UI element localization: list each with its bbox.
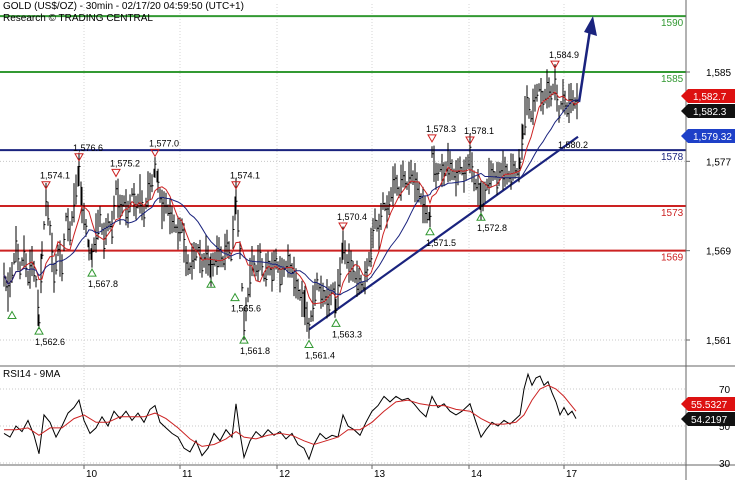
price-tick-label: 1,577 [706, 157, 731, 168]
swing-low-label: 1,563.3 [332, 329, 362, 339]
swing-low-marker [304, 339, 314, 349]
swing-high-marker [150, 148, 160, 158]
rsi-line [3, 372, 577, 461]
time-tick-label: 12 [279, 469, 291, 480]
slow-moving-average [3, 99, 579, 296]
swing-low-marker [34, 326, 44, 335]
time-tick-label: 11 [182, 469, 193, 480]
rsi-value-label: 55.5327 [691, 400, 728, 411]
swing-high-label: 1,575.2 [110, 158, 140, 168]
rsi-ma-line [4, 384, 577, 447]
swing-high-label: 1,570.4 [337, 212, 367, 222]
rsi-value-label: 54.2197 [691, 415, 728, 426]
swing-low-marker [476, 212, 486, 221]
rsi-value-tag [681, 397, 735, 411]
projection-arrow [577, 29, 592, 103]
projection-arrowhead [584, 16, 597, 36]
price-tag [681, 129, 735, 143]
swing-high-marker [427, 134, 437, 143]
rsi-tick-label: 30 [719, 459, 731, 470]
swing-high-marker [338, 222, 348, 232]
rsi-tick-label: 70 [719, 385, 731, 396]
swing-high-label: 1,576.6 [73, 143, 103, 153]
level-label: 1569 [661, 253, 684, 264]
price-bars [3, 64, 579, 341]
time-tick-label: 10 [86, 469, 98, 480]
swing-high-label: 1,577.0 [149, 138, 179, 148]
price-tag-label: 1,582.3 [693, 107, 727, 118]
swing-high-marker [231, 181, 241, 190]
rsi-panel: RSI14 - 9MA [0, 369, 686, 464]
swing-high-marker [465, 136, 475, 146]
swing-low-label: 1,561.8 [240, 346, 270, 356]
swing-low-label: 1,561.4 [305, 351, 335, 361]
time-tick-label: 14 [471, 469, 483, 480]
level-label: 1573 [661, 208, 684, 219]
swing-low-label: 1,562.6 [35, 337, 65, 347]
swing-high-label: 1,584.9 [549, 50, 579, 60]
price-tag [681, 89, 735, 103]
chart-title: GOLD (US$/OZ) - 30min - 02/17/20 04:59:5… [3, 1, 244, 12]
swing-high-label: 1,578.1 [464, 126, 494, 136]
rsi-value-tag [681, 412, 735, 426]
swing-low-marker [7, 310, 17, 319]
price-tick-label: 1,585 [706, 68, 731, 79]
swing-low-marker [425, 226, 435, 236]
swing-low-label: 1,567.8 [88, 279, 118, 289]
price-tag-label: 1,582.7 [693, 92, 727, 103]
time-tick-label: 17 [566, 469, 578, 480]
swing-low-label: 1,565.6 [231, 304, 261, 314]
swing-low-marker [87, 268, 97, 277]
swing-high-label: 1,574.1 [40, 171, 70, 181]
swing-low-marker [239, 335, 249, 344]
time-tick-label: 13 [374, 469, 386, 480]
swing-high-label: 1,578.3 [426, 124, 456, 134]
swing-high-marker [111, 168, 121, 178]
price-tag [681, 104, 735, 118]
swing-high-marker [550, 60, 560, 70]
price-tick-label: 1,561 [706, 336, 731, 347]
rsi-title: RSI14 - 9MA [3, 369, 61, 380]
price-plot: 1,562.6 1,574.1 1,576.6 1,567.8 1,575.2 1,577… [3, 16, 597, 361]
fast-moving-average [3, 91, 580, 305]
chart-source: Research © TRADING CENTRAL [3, 13, 153, 24]
rsi-tick-label: 50 [719, 422, 731, 433]
level-label: 1590 [661, 18, 684, 29]
level-label: 1585 [661, 74, 684, 85]
swing-low-marker [206, 279, 216, 288]
swing-low-label: 1,572.8 [477, 223, 507, 233]
swing-low-marker [230, 292, 240, 302]
price-tick-label: 1,569 [706, 247, 731, 258]
swing-low-marker [331, 318, 341, 327]
level-label: 1578 [661, 152, 684, 163]
price-tag-label: 1,579.32 [693, 132, 732, 143]
uptrend-line [308, 135, 579, 331]
swing-low-label: 1,571.5 [426, 238, 456, 248]
swing-high-marker [74, 153, 84, 162]
level-note-label: 1,580.2 [558, 140, 588, 150]
swing-high-marker [41, 181, 51, 190]
swing-high-label: 1,574.1 [230, 171, 260, 181]
